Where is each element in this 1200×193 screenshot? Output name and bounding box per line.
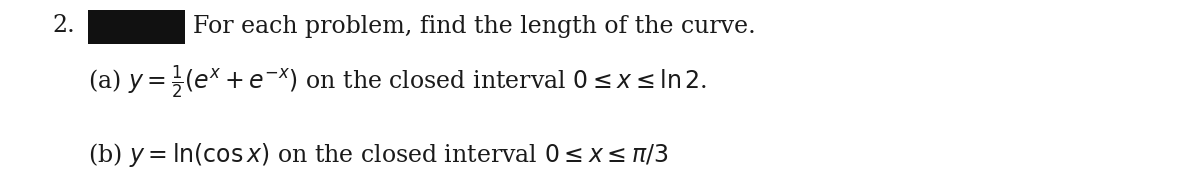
Text: (b) $y = \ln(\cos x)$ on the closed interval $0 \leq x \leq \pi/3$: (b) $y = \ln(\cos x)$ on the closed inte…: [88, 141, 668, 169]
Text: For each problem, find the length of the curve.: For each problem, find the length of the…: [193, 14, 756, 37]
Text: (a) $y = \frac{1}{2}(e^{x} + e^{-x})$ on the closed interval $0 \leq x \leq \ln : (a) $y = \frac{1}{2}(e^{x} + e^{-x})$ on…: [88, 63, 707, 101]
FancyBboxPatch shape: [88, 10, 185, 44]
Text: 2.: 2.: [52, 14, 74, 37]
